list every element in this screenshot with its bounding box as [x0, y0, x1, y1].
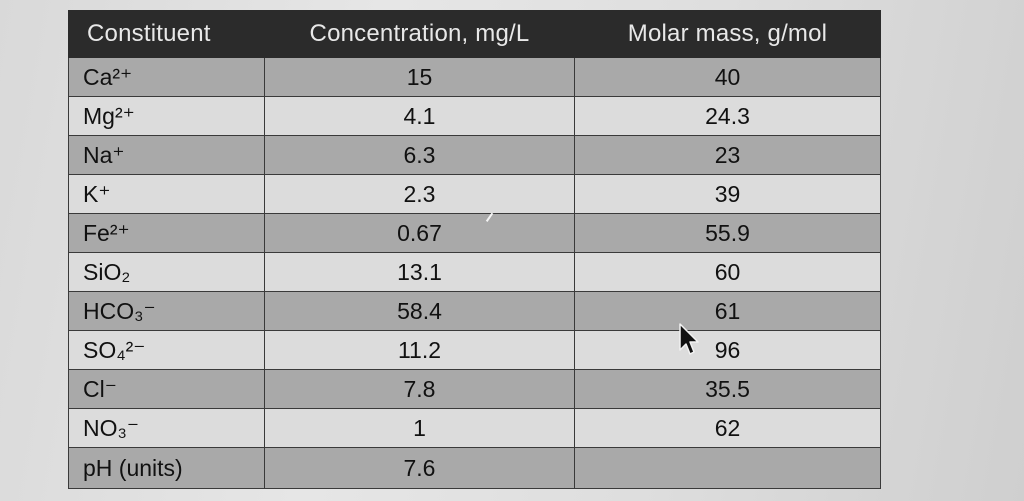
mouse-pointer-icon — [679, 323, 699, 355]
cell-molar-mass: 96 — [574, 330, 881, 370]
cell-molar-mass: 35.5 — [574, 369, 881, 409]
table-row: SiO₂ 13.1 60 — [68, 252, 881, 292]
concentration-value: 13.1 — [397, 258, 442, 285]
concentration-value: 2.3 — [403, 180, 436, 207]
cell-molar-mass: 62 — [574, 408, 881, 448]
concentration-value: 11.2 — [397, 336, 442, 363]
cell-constituent: SiO₂ — [68, 252, 265, 292]
table-row: NO₃⁻ 1 62 — [68, 408, 881, 448]
table-row: K⁺ 2.3 39 — [68, 174, 881, 214]
cell-concentration: 1 — [264, 408, 575, 448]
cell-molar-mass: 55.9 — [574, 213, 881, 253]
table-row: SO₄²⁻ 11.2 96 — [68, 330, 881, 370]
table-body: Ca²⁺ 15 40 Mg²⁺ 4.1 24.3 Na⁺ 6.3 23 K⁺ 2… — [68, 57, 881, 489]
cell-constituent: Mg²⁺ — [68, 96, 265, 136]
cell-molar-mass: 24.3 — [574, 96, 881, 136]
concentration-value: 0.67 — [397, 219, 442, 246]
concentration-value: 1 — [413, 414, 426, 441]
cell-constituent: NO₃⁻ — [68, 408, 265, 448]
concentration-value: 4.1 — [403, 102, 436, 129]
cell-concentration: 6.3 — [264, 135, 575, 175]
concentration-value: 58.4 — [397, 297, 442, 324]
constituent-table-sheet: Constituent Concentration, mg/L Molar ma… — [68, 10, 881, 490]
cell-molar-mass: 60 — [574, 252, 881, 292]
cell-constituent: Cl⁻ — [68, 369, 265, 409]
concentration-value: 15 — [406, 63, 433, 90]
table-row: Na⁺ 6.3 23 — [68, 135, 881, 175]
constituent-table: Constituent Concentration, mg/L Molar ma… — [68, 10, 881, 489]
cell-concentration: 7.6 — [264, 447, 575, 489]
cell-molar-mass: 23 — [574, 135, 881, 175]
cell-concentration: 11.2 — [264, 330, 575, 370]
cell-concentration: 58.4 — [264, 291, 575, 331]
cell-concentration: 7.8 — [264, 369, 575, 409]
header-constituent: Constituent — [68, 10, 265, 58]
cell-molar-mass: 39 — [574, 174, 881, 214]
table-row: HCO₃⁻ 58.4 61 — [68, 291, 881, 331]
cell-concentration: 0.67 — [264, 213, 575, 253]
cell-concentration: 4.1 — [264, 96, 575, 136]
cell-constituent: K⁺ — [68, 174, 265, 214]
concentration-value: 6.3 — [403, 141, 436, 168]
cell-concentration: 2.3 — [264, 174, 575, 214]
cell-molar-mass — [574, 447, 881, 489]
cell-constituent: pH (units) — [68, 447, 265, 489]
cell-constituent: Ca²⁺ — [68, 57, 265, 97]
concentration-value: 7.6 — [403, 454, 436, 481]
cell-constituent: HCO₃⁻ — [68, 291, 265, 331]
header-molar-mass: Molar mass, g/mol — [574, 10, 881, 58]
table-row: Cl⁻ 7.8 35.5 — [68, 369, 881, 409]
table-row: Ca²⁺ 15 40 — [68, 57, 881, 97]
cell-molar-mass: 61 — [574, 291, 881, 331]
table-row: pH (units) 7.6 — [68, 447, 881, 489]
cell-constituent: Fe²⁺ — [68, 213, 265, 253]
header-concentration: Concentration, mg/L — [264, 10, 575, 58]
cell-concentration: 15 — [264, 57, 575, 97]
cell-constituent: Na⁺ — [68, 135, 265, 175]
cell-molar-mass: 40 — [574, 57, 881, 97]
cell-constituent: SO₄²⁻ — [68, 330, 265, 370]
table-header-row: Constituent Concentration, mg/L Molar ma… — [68, 10, 881, 58]
cell-concentration: 13.1 — [264, 252, 575, 292]
concentration-value: 7.8 — [403, 375, 436, 402]
table-row: Mg²⁺ 4.1 24.3 — [68, 96, 881, 136]
table-row: Fe²⁺ 0.67 55.9 — [68, 213, 881, 253]
